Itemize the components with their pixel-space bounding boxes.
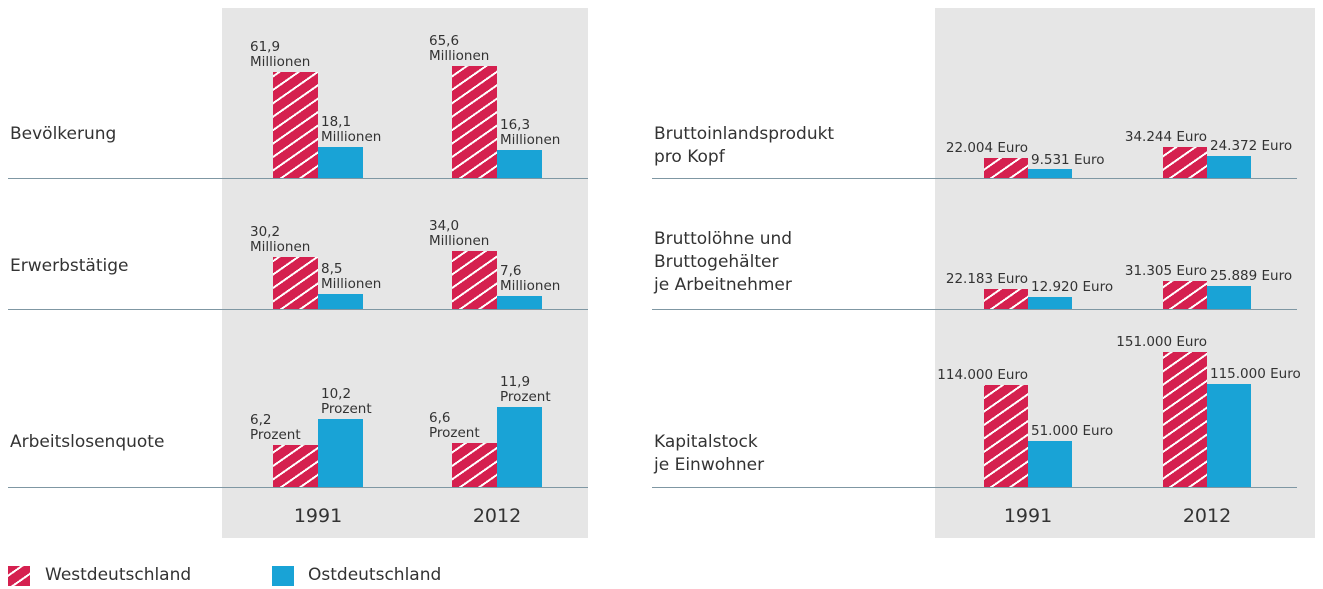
baseline (652, 309, 1297, 310)
data-label: 34,0 Millionen (429, 217, 490, 249)
data-label: 65,6 Millionen (429, 32, 490, 64)
bar (984, 385, 1028, 487)
data-label: 18,1 Millionen (321, 114, 382, 146)
bar (984, 158, 1028, 178)
data-label: 16,3 Millionen (500, 117, 561, 149)
bar (1207, 384, 1251, 487)
row-title: Bevölkerung (10, 124, 117, 144)
data-label: 22.004 Euro (945, 140, 1028, 157)
row-title: Bruttoinlandsprodukt pro Kopf (654, 124, 835, 167)
x-tick-label: 2012 (1182, 505, 1232, 527)
bar (1163, 352, 1207, 487)
bar (318, 294, 363, 309)
bar (984, 289, 1028, 309)
data-label: 114.000 Euro (937, 367, 1028, 384)
legend-label: Westdeutschland (45, 565, 192, 585)
data-label: 22.183 Euro (945, 271, 1028, 288)
bar (1028, 441, 1072, 487)
data-label: 9.531 Euro (1031, 151, 1105, 168)
bar (273, 257, 318, 309)
data-label: 8,5 Millionen (321, 261, 382, 293)
bar (497, 150, 542, 178)
bar (452, 442, 497, 487)
data-label: 6,6 Prozent (429, 409, 480, 441)
x-tick-label: 1991 (293, 505, 343, 527)
row-title: Arbeitslosenquote (10, 432, 165, 452)
data-label: 31.305 Euro (1124, 263, 1207, 280)
bar (1163, 281, 1207, 309)
row-title: Erwerbstätige (10, 256, 129, 276)
data-label: 7,6 Millionen (500, 263, 561, 295)
row-title: Kapitalstock je Einwohner (654, 432, 765, 475)
x-tick-label: 1991 (1003, 505, 1053, 527)
bar (1163, 147, 1207, 178)
legend-label: Ostdeutschland (308, 565, 442, 585)
bar (1207, 285, 1251, 309)
baseline (652, 178, 1297, 179)
bar (452, 65, 497, 178)
data-label: 115.000 Euro (1210, 366, 1301, 383)
data-label: 11,9 Prozent (500, 374, 551, 406)
data-label: 61,9 Millionen (250, 39, 311, 71)
legend-swatch (8, 566, 30, 586)
bar (1028, 169, 1072, 178)
bar (1207, 156, 1251, 178)
x-tick-label: 2012 (472, 505, 522, 527)
data-label: 10,2 Prozent (321, 385, 372, 417)
data-label: 151.000 Euro (1116, 334, 1207, 351)
bar (318, 147, 363, 178)
legend-swatch (272, 566, 294, 586)
row-title: Bruttolöhne und Bruttogehälter je Arbeit… (654, 229, 793, 295)
bar (1028, 297, 1072, 309)
data-label: 30,2 Millionen (250, 224, 311, 256)
bar (318, 418, 363, 487)
bar (273, 72, 318, 178)
data-label: 12.920 Euro (1031, 279, 1114, 296)
data-label: 24.372 Euro (1210, 138, 1293, 155)
baseline (8, 178, 588, 179)
data-label: 51.000 Euro (1031, 423, 1114, 440)
bar (452, 250, 497, 309)
data-label: 6,2 Prozent (250, 412, 301, 444)
data-label: 25.889 Euro (1210, 267, 1293, 284)
data-label: 34.244 Euro (1124, 129, 1207, 146)
baseline (8, 309, 588, 310)
bar (273, 445, 318, 487)
baseline (8, 487, 588, 488)
bar (497, 296, 542, 309)
bar (497, 407, 542, 487)
baseline (652, 487, 1297, 488)
